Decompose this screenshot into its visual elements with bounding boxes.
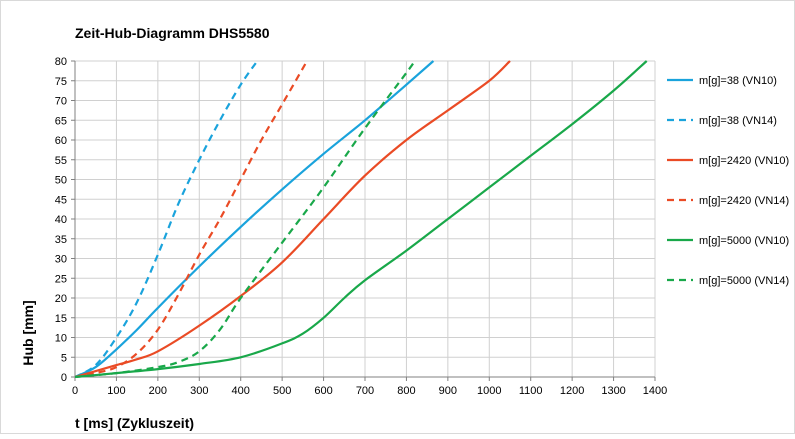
y-tick-label: 0 bbox=[61, 372, 67, 384]
x-tick-label: 800 bbox=[397, 385, 415, 397]
x-tick-label: 0 bbox=[72, 385, 78, 397]
y-tick-label: 30 bbox=[55, 254, 67, 266]
legend-label-6: m[g]=5000 (VN14) bbox=[699, 275, 789, 287]
y-tick-label: 55 bbox=[55, 155, 67, 167]
x-tick-label: 700 bbox=[356, 385, 374, 397]
legend: m[g]=38 (VN10) m[g]=38 (VN14) m[g]=2420 (V… bbox=[667, 75, 789, 287]
x-tick-label: 100 bbox=[107, 385, 125, 397]
series-line-6 bbox=[75, 60, 416, 378]
y-tick-label: 20 bbox=[55, 293, 67, 305]
axes: 0 100 200 300 400 500 600 700 800 900 1000 1100 1200… bbox=[55, 56, 667, 397]
y-tick-label: 15 bbox=[55, 313, 67, 325]
y-axis-label: Hub [mm] bbox=[20, 300, 36, 365]
grid bbox=[74, 60, 656, 378]
x-tick-label: 300 bbox=[190, 385, 208, 397]
x-tick-label: 1200 bbox=[560, 385, 584, 397]
series-line-4 bbox=[75, 60, 308, 378]
chart-title: Zeit-Hub-Diagramm DHS5580 bbox=[75, 25, 270, 41]
y-tick-label: 70 bbox=[55, 96, 67, 108]
y-tick-label: 50 bbox=[55, 175, 67, 187]
x-tick-label: 1100 bbox=[519, 385, 543, 397]
x-tick-label: 500 bbox=[273, 385, 291, 397]
y-tick-label: 25 bbox=[55, 273, 67, 285]
y-tick-label: 5 bbox=[61, 352, 67, 364]
y-tick-label: 40 bbox=[55, 214, 67, 226]
y-tick-label: 10 bbox=[55, 333, 67, 345]
y-tick-label: 65 bbox=[55, 115, 67, 127]
x-tick-label: 900 bbox=[439, 385, 457, 397]
legend-label-3: m[g]=2420 (VN10) bbox=[699, 155, 789, 167]
x-tick-label: 1300 bbox=[601, 385, 625, 397]
y-tick-label: 75 bbox=[55, 76, 67, 88]
x-tick-label: 200 bbox=[149, 385, 167, 397]
legend-label-1: m[g]=38 (VN10) bbox=[699, 75, 777, 87]
y-tick-label: 60 bbox=[55, 135, 67, 147]
y-tick-label: 35 bbox=[55, 234, 67, 246]
series-line-2 bbox=[75, 60, 259, 378]
legend-label-4: m[g]=2420 (VN14) bbox=[699, 195, 789, 207]
x-tick-label: 1000 bbox=[477, 385, 501, 397]
series-lines bbox=[75, 60, 648, 378]
y-tick-label: 45 bbox=[55, 194, 67, 206]
series-line-5 bbox=[75, 60, 648, 378]
legend-label-2: m[g]=38 (VN14) bbox=[699, 115, 777, 127]
legend-label-5: m[g]=5000 (VN10) bbox=[699, 235, 789, 247]
x-tick-label: 600 bbox=[314, 385, 332, 397]
series-line-1 bbox=[75, 60, 435, 378]
y-tick-label: 80 bbox=[55, 56, 67, 68]
series-line-3 bbox=[75, 60, 511, 378]
x-axis-label: t [ms] (Zykluszeit) bbox=[75, 415, 194, 431]
x-tick-label: 400 bbox=[232, 385, 250, 397]
x-tick-label: 1400 bbox=[643, 385, 667, 397]
